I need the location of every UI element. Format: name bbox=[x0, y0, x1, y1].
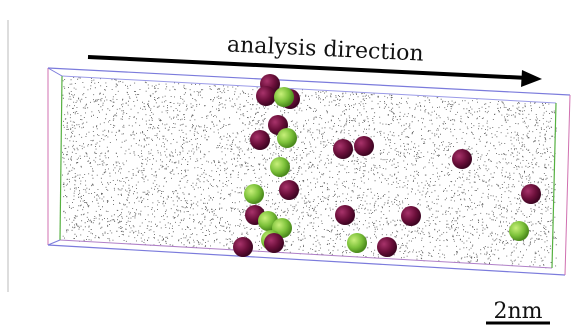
atom-maroon bbox=[335, 205, 355, 225]
atom-maroon bbox=[401, 206, 421, 226]
atom-green bbox=[347, 233, 367, 253]
atom-maroon bbox=[333, 139, 353, 159]
page: analysis direction 2nm (() => { const da… bbox=[0, 0, 577, 327]
atom-maroon bbox=[256, 86, 276, 106]
atom-green bbox=[274, 87, 294, 107]
atom-maroon bbox=[354, 136, 374, 156]
atom-green bbox=[270, 157, 290, 177]
atom-maroon bbox=[233, 237, 253, 257]
apt-reconstruction: analysis direction 2nm bbox=[0, 0, 577, 327]
atom-green bbox=[509, 221, 529, 241]
atom-green bbox=[277, 128, 297, 148]
atom-green bbox=[244, 184, 264, 204]
atom-maroon bbox=[452, 149, 472, 169]
scale-bar-label: 2nm bbox=[493, 299, 542, 324]
atom-maroon bbox=[521, 184, 541, 204]
atom-maroon bbox=[377, 237, 397, 257]
atom-maroon bbox=[250, 130, 270, 150]
atom-maroon bbox=[279, 180, 299, 200]
atom-maroon bbox=[264, 233, 284, 253]
